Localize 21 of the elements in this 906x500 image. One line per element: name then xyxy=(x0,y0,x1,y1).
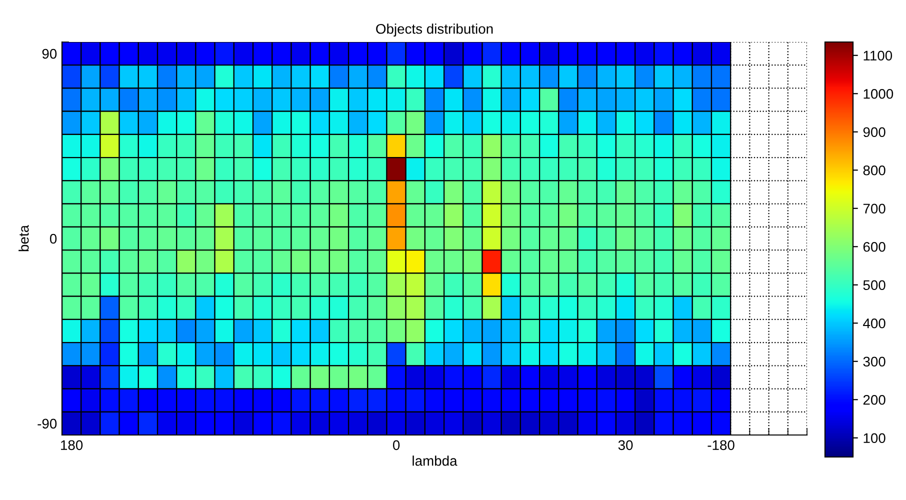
color-bar-label: 800 xyxy=(863,165,886,176)
color-bar-label: 900 xyxy=(863,127,886,138)
x-tick-label: 30 xyxy=(618,440,633,450)
color-bar-label: 500 xyxy=(863,280,886,290)
y-axis-title: beta xyxy=(18,224,29,252)
color-bar-label: 300 xyxy=(863,356,886,367)
y-tick-label: 90 xyxy=(42,48,57,59)
x-tick-label: 0 xyxy=(392,440,400,450)
color-bar-label: 600 xyxy=(863,242,886,252)
y-tick-label: 0 xyxy=(50,234,57,244)
color-bar-label: 700 xyxy=(863,204,886,214)
chart-title: Objects distribution xyxy=(376,24,493,37)
color-bar-label: 100 xyxy=(864,433,886,444)
x-tick-label: 180 xyxy=(61,440,83,450)
color-bar-label: 1100 xyxy=(864,50,892,61)
color-bar-label: 1000 xyxy=(864,88,894,99)
color-bar-label: 400 xyxy=(863,318,886,328)
y-tick-label: -90 xyxy=(38,418,57,429)
x-tick-label: -180 xyxy=(708,440,734,450)
x-axis-title: lambda xyxy=(412,456,458,466)
color-bar-label: 200 xyxy=(863,394,886,405)
